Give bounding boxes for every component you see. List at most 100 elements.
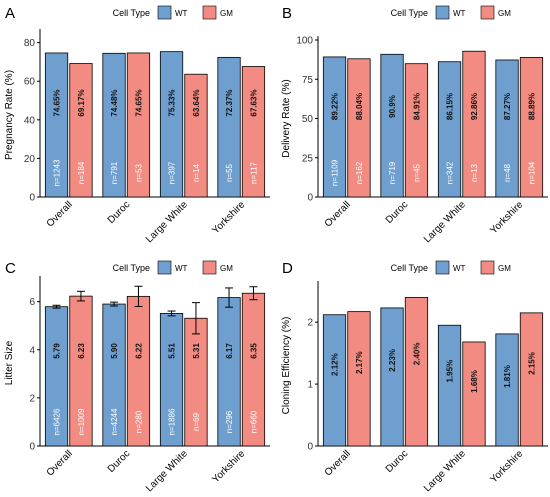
n-label: n=13 bbox=[470, 163, 479, 182]
value-label: 2.23% bbox=[388, 349, 397, 372]
legend-label-wt: WT bbox=[453, 9, 466, 18]
n-label: n=1009 bbox=[77, 408, 86, 435]
value-label: 6.17 bbox=[225, 343, 234, 359]
y-tick-label: 100 bbox=[296, 36, 313, 47]
value-label: 67.63% bbox=[249, 89, 258, 116]
bar-wt-large-white bbox=[437, 61, 462, 198]
y-tick-label: 0 bbox=[307, 193, 313, 204]
bar-gm-yorkshire bbox=[519, 312, 544, 447]
n-label: n=6426 bbox=[53, 408, 62, 435]
value-label: 1.95% bbox=[446, 360, 455, 383]
bar-gm-large-white bbox=[184, 73, 208, 198]
value-label: 6.23 bbox=[77, 343, 86, 359]
y-tick-label: 60 bbox=[24, 77, 36, 88]
y-axis-label: Pregnancy Rate (%) bbox=[4, 70, 15, 160]
panel-label: C bbox=[5, 260, 16, 277]
n-label: n=45 bbox=[412, 163, 421, 182]
x-tick-label: Yorkshire bbox=[210, 199, 247, 236]
bar-wt-large-white bbox=[437, 324, 462, 447]
n-label: n=14 bbox=[192, 163, 201, 182]
value-label: 5.90 bbox=[110, 343, 119, 359]
panel-a: A Cell Type WT GM 0 20 40 60 80 Pregnancy Rate (%… bbox=[4, 5, 270, 245]
n-label: n=4244 bbox=[110, 408, 119, 435]
value-label: 69.17% bbox=[77, 89, 86, 116]
value-label: 6.35 bbox=[249, 343, 258, 359]
bar-gm-duroc bbox=[404, 296, 429, 447]
legend-swatch-wt bbox=[157, 5, 172, 20]
value-label: 84.91% bbox=[412, 93, 421, 120]
legend-label-wt: WT bbox=[175, 264, 188, 273]
value-label: 74.65% bbox=[53, 89, 62, 116]
n-label: n=342 bbox=[446, 161, 455, 184]
bar-wt-yorkshire bbox=[217, 56, 241, 198]
value-label: 5.31 bbox=[192, 343, 201, 359]
n-label: n=184 bbox=[77, 161, 86, 184]
x-tick-label: Large White bbox=[422, 448, 468, 494]
legend-title: Cell Type bbox=[391, 263, 428, 273]
panel-d: D Cell Type WT GM 0 1 2 Cloning Efficiency (%) 2… bbox=[281, 260, 548, 494]
y-tick-label: 1 bbox=[307, 380, 313, 391]
value-label: 89.22% bbox=[331, 93, 340, 120]
value-label: 6.22 bbox=[134, 343, 143, 359]
legend-title: Cell Type bbox=[391, 8, 428, 18]
x-tick-label: Large White bbox=[144, 199, 190, 245]
x-tick-label: Overall bbox=[323, 199, 353, 229]
n-label: n=280 bbox=[134, 410, 143, 433]
value-label: 72.37% bbox=[225, 89, 234, 116]
legend-label-wt: WT bbox=[175, 9, 188, 18]
n-label: n=55 bbox=[225, 163, 234, 182]
n-label: n=397 bbox=[168, 161, 177, 184]
n-label: n=660 bbox=[249, 410, 258, 433]
x-tick-label: Large White bbox=[144, 448, 190, 494]
x-tick-label: Duroc bbox=[384, 199, 411, 226]
value-label: 74.48% bbox=[110, 89, 119, 116]
value-label: 63.64% bbox=[192, 89, 201, 116]
value-label: 5.51 bbox=[168, 343, 177, 359]
bar-wt-duroc bbox=[380, 53, 404, 198]
legend-label-gm: GM bbox=[220, 264, 233, 273]
y-tick-label: 75 bbox=[302, 75, 314, 86]
legend-title: Cell Type bbox=[113, 263, 150, 273]
bar-wt-overall bbox=[322, 314, 347, 447]
panel-label: A bbox=[5, 5, 15, 22]
bar-gm-overall bbox=[347, 311, 371, 447]
value-label: 75.33% bbox=[168, 89, 177, 116]
x-tick-label: Overall bbox=[45, 199, 75, 229]
legend-swatch-gm bbox=[480, 260, 495, 275]
panel-c: C Cell Type WT GM 0 2 4 6 Litter Size 5.79 n=6426 6… bbox=[4, 260, 270, 494]
y-tick-label: 0 bbox=[307, 442, 313, 453]
y-tick-label: 6 bbox=[29, 297, 35, 308]
bar-gm-duroc bbox=[404, 63, 429, 198]
panel-label: D bbox=[282, 260, 293, 277]
legend-swatch-wt bbox=[435, 260, 450, 275]
y-tick-label: 0 bbox=[29, 442, 35, 453]
value-label: 1.81% bbox=[503, 365, 512, 388]
bar-wt-overall bbox=[44, 52, 69, 198]
bar-wt-large-white bbox=[159, 51, 184, 198]
value-label: 88.89% bbox=[527, 93, 536, 120]
y-tick-label: 25 bbox=[302, 153, 314, 164]
y-tick-label: 40 bbox=[24, 115, 36, 126]
y-tick-label: 20 bbox=[24, 154, 36, 165]
value-label: 5.79 bbox=[53, 343, 62, 359]
bar-gm-large-white bbox=[462, 50, 486, 198]
y-axis-label: Cloning Efficiency (%) bbox=[281, 317, 292, 415]
x-tick-label: Overall bbox=[45, 448, 75, 478]
n-label: n=296 bbox=[225, 410, 234, 433]
bar-wt-overall bbox=[322, 56, 347, 198]
y-tick-label: 2 bbox=[29, 393, 35, 404]
y-tick-label: 0 bbox=[29, 193, 35, 204]
value-label: 2.12% bbox=[331, 353, 340, 376]
y-tick-label: 4 bbox=[29, 345, 35, 356]
n-label: n=69 bbox=[192, 412, 201, 431]
legend-swatch-wt bbox=[157, 260, 172, 275]
panel-label: B bbox=[282, 5, 292, 22]
legend-swatch-gm bbox=[480, 5, 495, 20]
bar-gm-large-white bbox=[462, 341, 486, 447]
x-tick-label: Yorkshire bbox=[488, 448, 525, 485]
bar-wt-duroc bbox=[380, 307, 404, 447]
value-label: 86.15% bbox=[446, 93, 455, 120]
legend-label-gm: GM bbox=[220, 9, 233, 18]
n-label: n=117 bbox=[249, 162, 258, 184]
